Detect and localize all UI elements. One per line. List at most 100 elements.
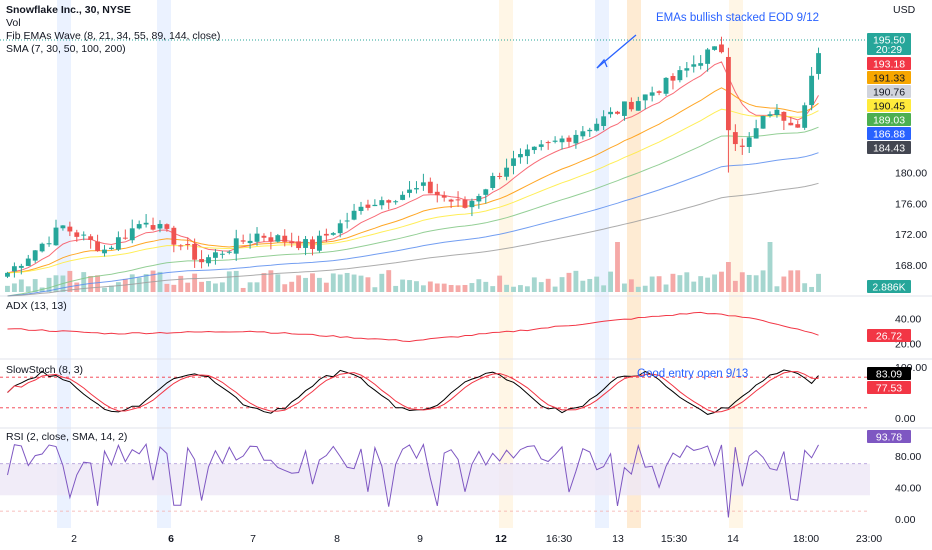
volume-bar-37: [261, 273, 267, 292]
volume-bar-41: [289, 281, 295, 292]
session-highlight-1: [157, 0, 171, 528]
volume-bar-10: [74, 282, 80, 292]
price-badge-text-186.88: 186.88: [873, 129, 905, 141]
ema-label[interactable]: Fib EMAs Wave (8, 21, 34, 55, 89, 144, c…: [6, 30, 221, 42]
volume-bar-16: [115, 282, 121, 292]
volume-bar-38: [268, 270, 274, 292]
volume-bar-105: [732, 280, 738, 292]
candle-30: [213, 252, 218, 258]
candle-4: [32, 250, 38, 261]
candle-116: [809, 75, 815, 106]
ema21-line: [7, 87, 819, 274]
candle-70: [490, 175, 496, 188]
candle-94: [656, 91, 662, 93]
candle-56: [393, 201, 399, 203]
price-axis[interactable]: 168.00172.00176.00180.0020.0040.000.0010…: [895, 168, 927, 526]
candle-78: [545, 142, 551, 144]
candle-50: [351, 210, 357, 220]
chart-title[interactable]: Snowflake Inc., 30, NYSE: [6, 4, 131, 16]
price-badge-190.45: [867, 99, 911, 112]
sma-label[interactable]: SMA (7, 30, 50, 100, 200): [6, 43, 126, 55]
candle-42: [296, 241, 302, 249]
candle-8: [60, 225, 66, 229]
candle-45: [316, 235, 322, 251]
vol-label[interactable]: Vol: [6, 17, 21, 29]
candle-75: [524, 149, 530, 157]
volume-bar-58: [407, 280, 412, 292]
candle-51: [358, 206, 364, 211]
candle-108: [753, 128, 759, 139]
candle-64: [448, 199, 454, 202]
volume-bar-102: [712, 274, 717, 292]
volume-bar-55: [386, 270, 392, 292]
volume-bar-15: [109, 285, 114, 292]
time-tick-8: 8: [334, 533, 340, 545]
candle-85: [594, 123, 600, 131]
volume-bar-32: [226, 271, 232, 292]
volume-bar-94: [656, 276, 662, 292]
candle-6: [46, 243, 52, 245]
price-badge-191.33: [867, 71, 911, 84]
candle-93: [649, 92, 655, 96]
time-tick-13: 13: [612, 533, 624, 545]
stoch-label[interactable]: SlowStoch (8, 3): [6, 364, 84, 376]
volume-bar-28: [199, 281, 204, 292]
candle-59: [414, 188, 419, 190]
indicator-badge-text-0: 2.886K: [872, 282, 905, 294]
volume-bar-63: [441, 283, 447, 292]
volume-bar-95: [663, 284, 669, 292]
volume-bar-36: [254, 282, 260, 292]
candle-112: [781, 111, 787, 121]
volume-bar-81: [566, 272, 572, 292]
volume-bar-93: [649, 276, 655, 292]
entry-annotation[interactable]: Good entry open 9/13: [637, 368, 749, 380]
indicator-badge-text-3: 77.53: [876, 383, 902, 395]
candle-60: [420, 182, 426, 186]
rsi-tick-40: 40.00: [895, 482, 921, 494]
volume-bar-89: [622, 283, 627, 292]
volume-bar-7: [53, 275, 59, 292]
price-badge-text-190.45: 190.45: [873, 101, 905, 113]
candle-44: [310, 239, 315, 249]
time-tick-12: 12: [495, 533, 507, 545]
rsi-tick-0: 0.00: [895, 514, 916, 526]
currency-label: USD: [893, 4, 916, 16]
candle-0: [5, 272, 10, 277]
price-tick-176: 176.00: [895, 198, 927, 210]
candle-65: [455, 199, 461, 201]
candle-81: [566, 137, 572, 142]
volume-bar-113: [788, 270, 794, 292]
candle-18: [129, 228, 135, 241]
volume-bar-18: [129, 274, 135, 292]
ema34-line: [7, 108, 819, 274]
volume-bar-27: [192, 273, 198, 292]
candle-38: [268, 237, 274, 242]
candle-16: [115, 237, 121, 250]
volume-bar-75: [524, 286, 530, 292]
adx-label[interactable]: ADX (13, 13): [6, 300, 67, 312]
ema-annotation[interactable]: EMAs bullish stacked EOD 9/12: [656, 12, 819, 24]
candle-102: [712, 46, 717, 50]
candle-76: [531, 146, 537, 151]
session-highlight-5: [729, 0, 743, 528]
candle-97: [677, 70, 683, 81]
volume-bars: [5, 242, 821, 292]
candle-36: [254, 233, 260, 242]
candle-28: [199, 259, 204, 263]
time-axis[interactable]: 2 6 7 8 9 12 16:30 13 15:30 14 18:00 23:00: [71, 533, 882, 545]
candle-32: [226, 251, 232, 253]
time-tick-7: 7: [250, 533, 256, 545]
rsi-label[interactable]: RSI (2, close, SMA, 14, 2): [6, 431, 128, 443]
volume-bar-88: [615, 242, 620, 292]
volume-bar-72: [504, 284, 510, 292]
volume-bar-107: [746, 274, 752, 292]
indicator-badge-text-2: 83.09: [876, 369, 902, 381]
candle-34: [240, 240, 246, 242]
candle-20: [143, 222, 149, 225]
price-badge-text-193.18: 193.18: [873, 59, 905, 71]
candle-11: [81, 234, 87, 236]
volume-bar-62: [434, 283, 440, 292]
candle-57: [400, 194, 406, 200]
